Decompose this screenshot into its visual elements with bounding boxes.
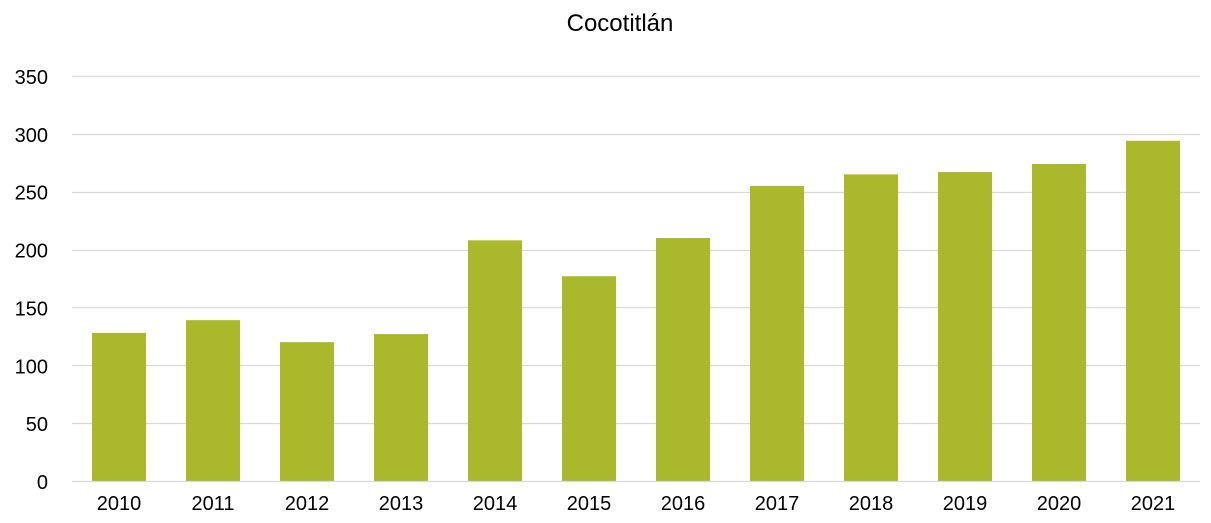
y-tick-label: 100 [15, 356, 48, 378]
bars [91, 140, 1181, 482]
bar-2019 [937, 172, 993, 482]
bar-2014 [467, 240, 523, 481]
x-tick-labels: 2010 2011 2012 2013 2014 2015 2016 2017 2018 2019… [97, 493, 1176, 515]
x-tick-label: 2019 [943, 493, 988, 515]
x-tick-label: 2015 [567, 493, 612, 515]
bar-2012 [279, 342, 335, 481]
bar-2013 [373, 334, 429, 481]
x-tick-label: 2021 [1131, 493, 1176, 515]
y-tick-label: 50 [26, 414, 48, 436]
bar-2011 [185, 320, 241, 481]
x-tick-label: 2016 [661, 493, 706, 515]
bar-2010 [91, 332, 147, 481]
y-tick-label: 250 [15, 183, 48, 205]
x-tick-label: 2018 [849, 493, 894, 515]
y-tick-label: 200 [15, 241, 48, 263]
gridlines [72, 75, 1200, 425]
x-tick-label: 2012 [285, 493, 330, 515]
x-tick-label: 2014 [473, 493, 518, 515]
bar-2015 [561, 276, 617, 481]
chart-title: Cocotitlán [566, 10, 674, 37]
bar-2016 [655, 238, 711, 481]
y-tick-label: 150 [15, 298, 48, 320]
x-tick-label: 2020 [1037, 493, 1082, 515]
x-tick-label: 2011 [191, 493, 234, 515]
y-tick-label: 300 [15, 125, 48, 147]
y-tick-label: 0 [37, 472, 48, 494]
bar-2020 [1031, 163, 1087, 481]
y-tick-label: 350 [15, 67, 48, 89]
bar-2017 [749, 185, 805, 481]
x-tick-label: 2010 [97, 493, 142, 515]
x-tick-label: 2013 [379, 493, 424, 515]
y-tick-labels: 0 50 100 150 200 250 300 350 [15, 67, 48, 494]
bar-2018 [843, 174, 899, 481]
x-tick-label: 2017 [755, 493, 800, 515]
bar-2021 [1125, 140, 1181, 482]
